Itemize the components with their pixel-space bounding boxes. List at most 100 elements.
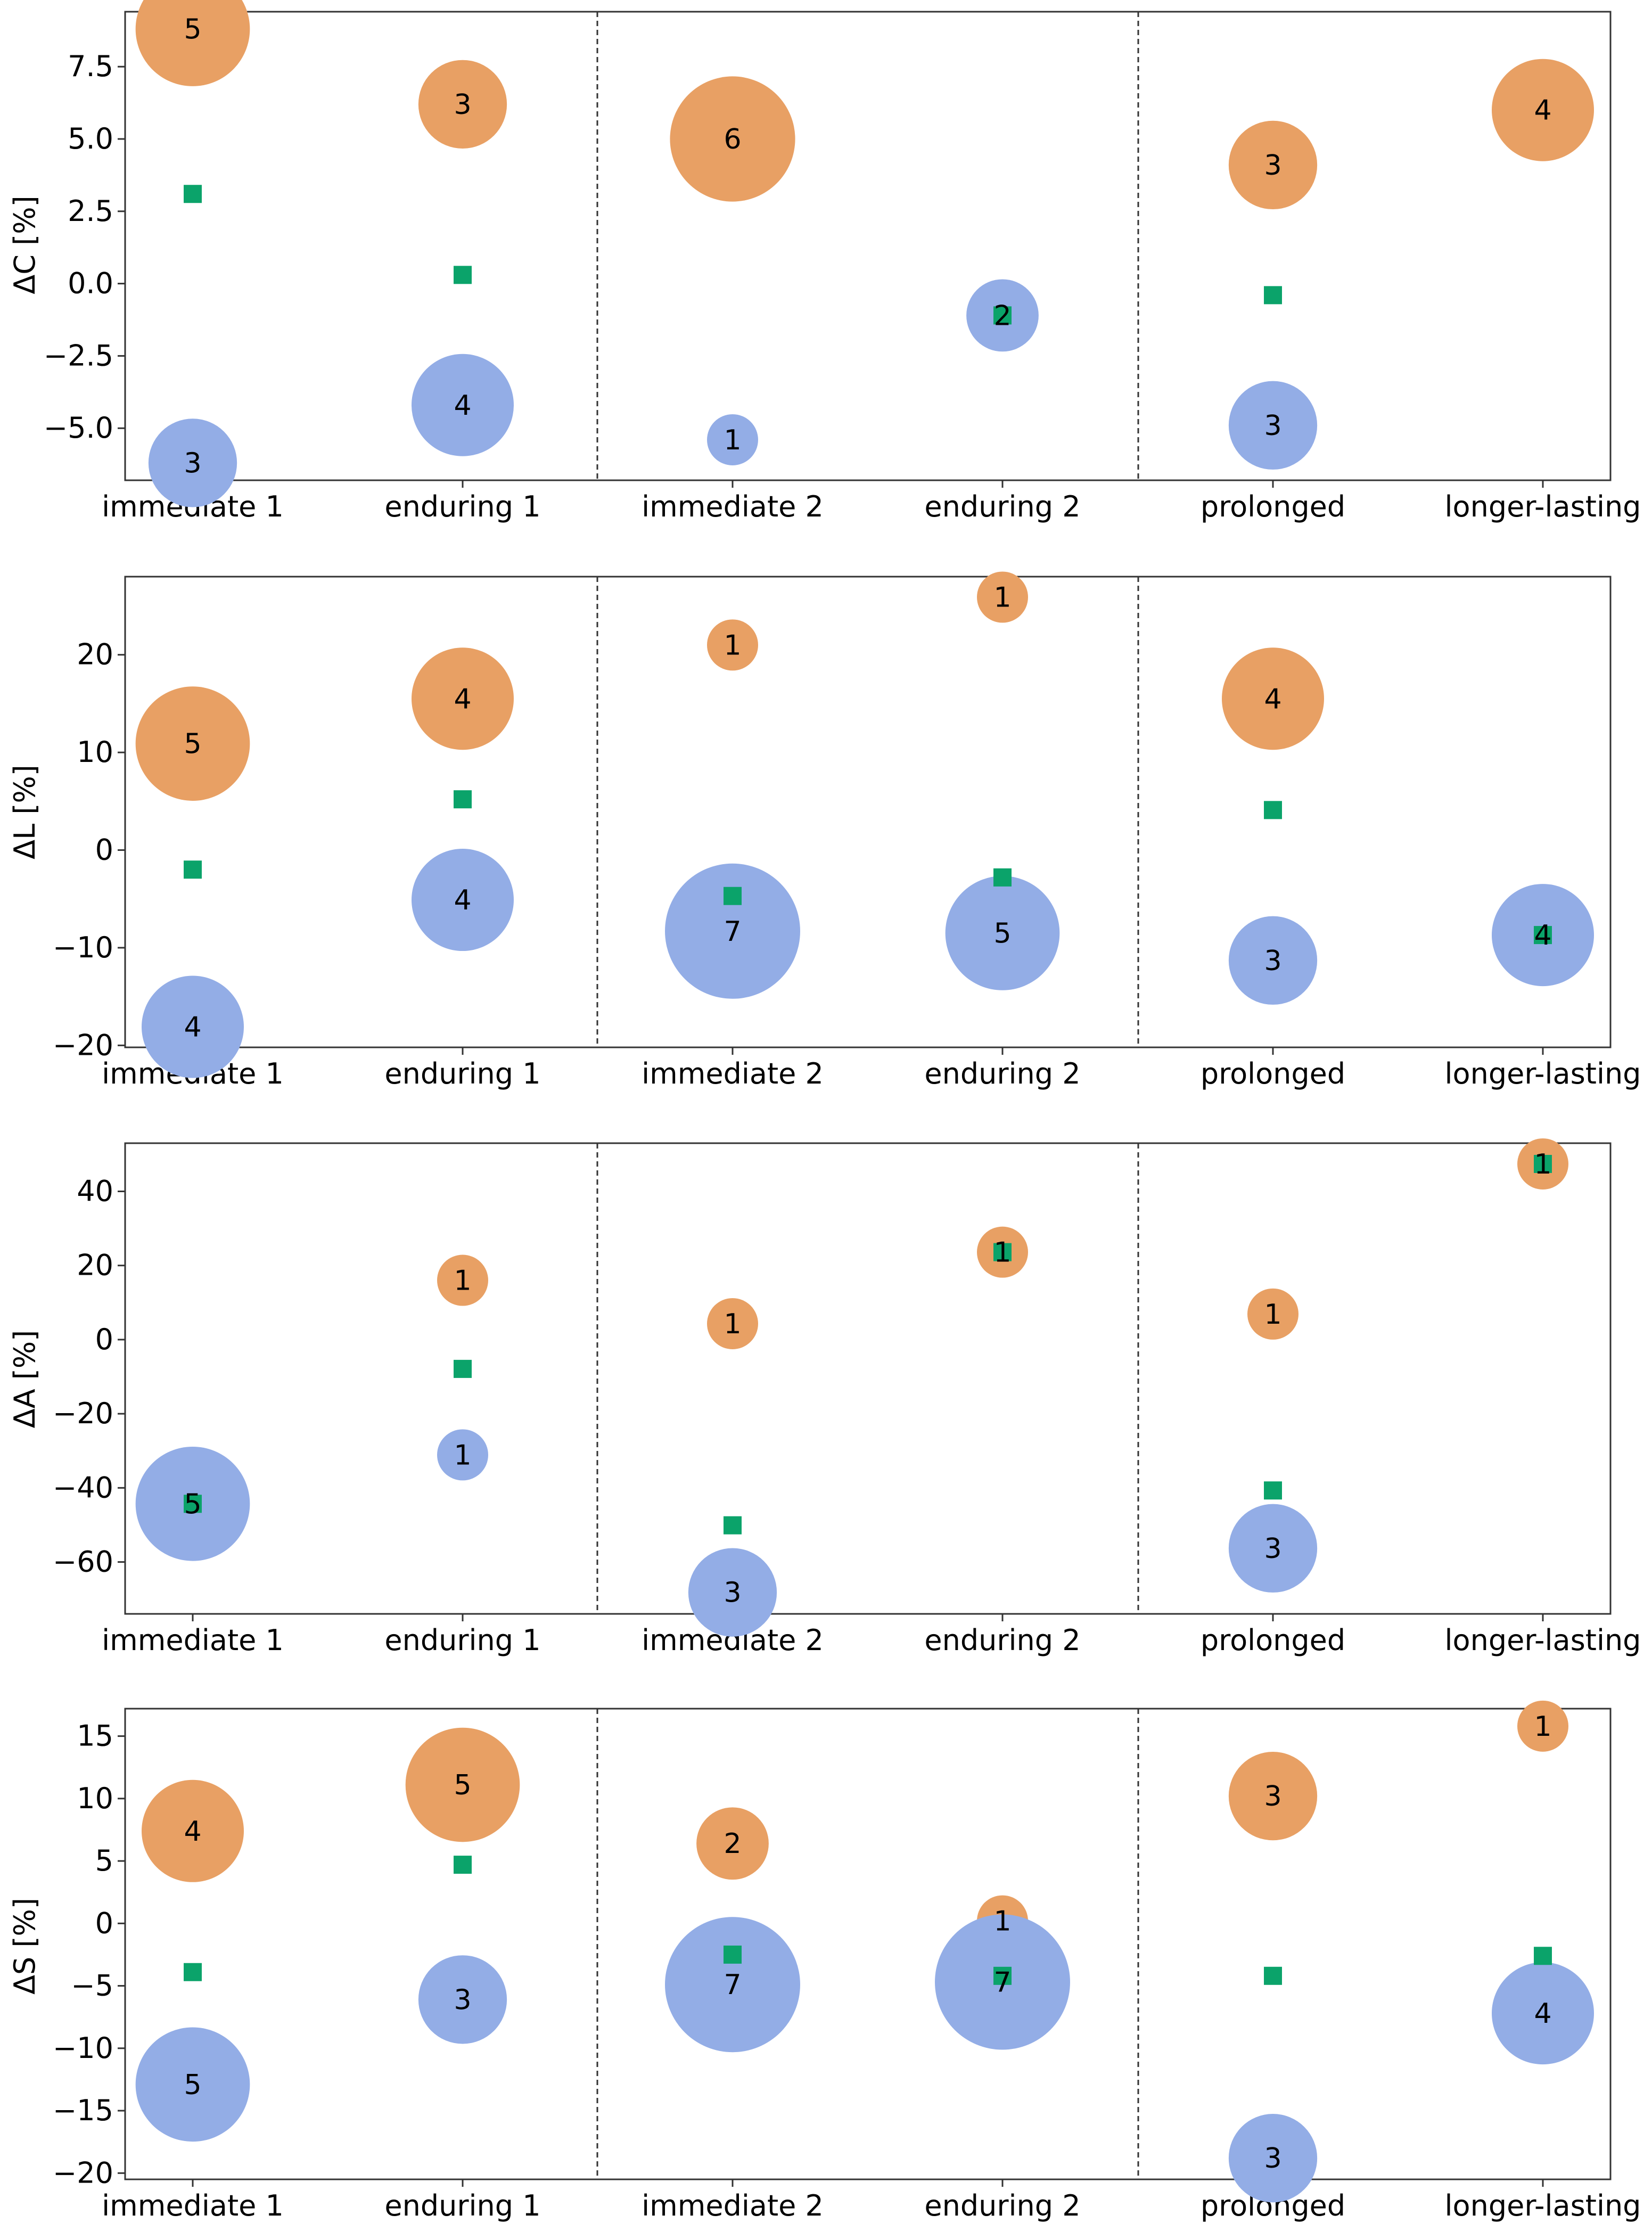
negative-bubble — [1228, 916, 1318, 1005]
mean-marker — [993, 1243, 1012, 1261]
x-tick-label: enduring 2 — [924, 490, 1080, 523]
plot-area — [124, 1708, 1612, 2180]
negative-bubble — [135, 2027, 250, 2142]
negative-count-label: 5 — [184, 2069, 201, 2101]
y-tick-label: 0 — [95, 1323, 113, 1356]
x-tick-label: enduring 1 — [384, 490, 540, 523]
y-axis-label: ΔC [%] — [8, 195, 42, 294]
negative-bubble — [1228, 2113, 1318, 2203]
x-tick-label: immediate 2 — [642, 490, 824, 523]
y-axis-label: ΔL [%] — [8, 765, 42, 859]
negative-count-label: 3 — [184, 447, 201, 479]
mean-marker — [1264, 1481, 1282, 1500]
negative-bubble — [665, 863, 800, 999]
positive-count-label: 3 — [454, 89, 471, 121]
negative-count-label: 7 — [724, 1969, 741, 2001]
positive-bubble — [1222, 647, 1324, 750]
y-tick-label: −60 — [53, 1545, 113, 1579]
mean-marker — [993, 306, 1012, 325]
negative-bubble — [1228, 1504, 1318, 1593]
negative-bubble — [688, 1548, 777, 1637]
y-tick-label: 20 — [77, 1249, 113, 1282]
markers: 5 4 4 4 1 7 1 5 4 3 4 — [135, 571, 1594, 1078]
negative-count-label: 5 — [993, 917, 1011, 949]
positive-bubble — [707, 619, 758, 671]
x-tick-label: enduring 2 — [924, 1057, 1080, 1090]
positive-bubble — [135, 686, 250, 801]
mean-marker — [454, 266, 472, 284]
negative-count-label: 4 — [454, 884, 471, 916]
negative-count-label: 2 — [993, 300, 1011, 332]
positive-count-label: 1 — [724, 629, 741, 661]
negative-bubble — [707, 414, 758, 465]
y-tick-label: −2.5 — [44, 339, 113, 372]
positive-bubble — [1228, 1751, 1318, 1841]
negative-bubble — [945, 876, 1060, 990]
y-tick-label: 2.5 — [68, 194, 113, 228]
positive-count-label: 3 — [1264, 1781, 1281, 1812]
negative-count-label: 3 — [1264, 2143, 1281, 2175]
positive-bubble — [405, 1727, 520, 1842]
y-tick-label: 10 — [77, 1782, 113, 1815]
x-tick-label: prolonged — [1201, 1057, 1345, 1090]
positive-count-label: 4 — [1534, 95, 1551, 127]
mean-marker — [993, 868, 1012, 887]
mean-marker — [1534, 926, 1552, 945]
negative-count-label: 1 — [454, 1439, 471, 1471]
negative-count-label: 7 — [993, 1967, 1011, 1999]
mean-marker — [184, 860, 202, 879]
negative-count-label: 3 — [1264, 1533, 1281, 1565]
negative-count-label: 3 — [1264, 410, 1281, 442]
positive-count-label: 6 — [724, 124, 741, 155]
x-tick-label: longer-lasting — [1445, 1057, 1641, 1090]
x-tick-label: immediate 2 — [642, 2189, 824, 2222]
y-tick-label: −5.0 — [44, 411, 113, 445]
mean-marker — [1534, 1154, 1552, 1173]
x-tick-label: enduring 1 — [384, 2189, 540, 2222]
x-tick-label: prolonged — [1201, 1623, 1345, 1657]
positive-bubble — [142, 1779, 244, 1882]
mean-marker — [1264, 1966, 1282, 1985]
y-ticks: −20 −15 −10 −5 0 5 10 15 — [53, 1719, 125, 2189]
mean-marker — [724, 887, 742, 905]
y-tick-label: −10 — [53, 2031, 113, 2065]
x-tick-label: longer-lasting — [1445, 1623, 1641, 1657]
negative-count-label: 4 — [1534, 920, 1551, 952]
positive-count-label: 1 — [993, 1237, 1011, 1269]
negative-bubble — [142, 975, 244, 1078]
negative-bubble — [1492, 1962, 1594, 2065]
markers: 4 5 5 3 2 7 1 7 3 3 1 4 — [135, 1700, 1594, 2203]
y-tick-label: 5 — [95, 1844, 113, 1877]
positive-count-label: 1 — [993, 1906, 1011, 1938]
negative-bubble — [148, 419, 237, 507]
positive-count-label: 4 — [454, 683, 471, 715]
positive-count-label: 4 — [1264, 683, 1281, 715]
y-tick-label: 10 — [77, 735, 113, 769]
positive-bubble — [696, 1807, 769, 1880]
x-tick-label: enduring 2 — [924, 2189, 1080, 2222]
positive-bubble — [707, 1298, 758, 1349]
x-tick-label: enduring 1 — [384, 1623, 540, 1657]
mean-marker — [993, 1966, 1012, 1985]
positive-count-label: 1 — [724, 1308, 741, 1340]
positive-bubble — [412, 647, 514, 750]
y-tick-label: 20 — [77, 638, 113, 671]
y-tick-label: 0.0 — [68, 267, 113, 300]
mean-marker — [724, 1516, 742, 1535]
y-tick-label: −5 — [71, 1969, 113, 2003]
negative-count-label: 4 — [1534, 1998, 1551, 2030]
y-tick-label: −15 — [53, 2094, 113, 2127]
y-tick-label: −20 — [53, 2156, 113, 2189]
positive-count-label: 5 — [184, 14, 201, 46]
y-tick-label: 7.5 — [68, 50, 113, 83]
y-ticks: −5.0 −2.5 0.0 2.5 5.0 7.5 — [44, 50, 125, 445]
negative-count-label: 3 — [454, 1984, 471, 2016]
mean-marker — [454, 1359, 472, 1378]
positive-bubble — [135, 0, 250, 86]
